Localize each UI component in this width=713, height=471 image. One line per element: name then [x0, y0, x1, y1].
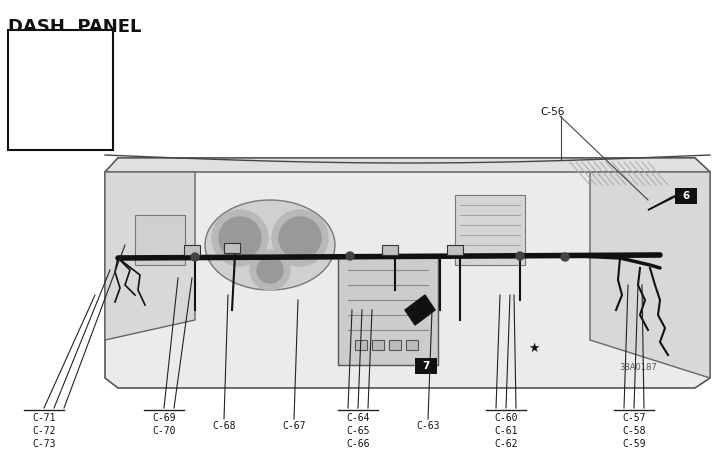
Text: C-64
C-65
C-66: C-64 C-65 C-66: [347, 413, 370, 448]
Bar: [455, 195, 525, 265]
Polygon shape: [405, 295, 435, 325]
Polygon shape: [648, 192, 685, 210]
Circle shape: [279, 217, 321, 259]
Text: C-71
C-72
C-73: C-71 C-72 C-73: [32, 413, 56, 448]
Text: C-69
C-70: C-69 C-70: [153, 413, 175, 436]
Ellipse shape: [205, 200, 335, 290]
Polygon shape: [105, 158, 710, 172]
Bar: [382, 245, 398, 255]
Text: C-56: C-56: [540, 107, 565, 117]
Text: C-63: C-63: [416, 421, 440, 431]
Text: 6: 6: [682, 191, 689, 201]
Bar: [406, 340, 418, 350]
Text: C-57
C-58
C-59: C-57 C-58 C-59: [622, 413, 646, 448]
Text: C-60
C-61
C-62: C-60 C-61 C-62: [494, 413, 518, 448]
Bar: [224, 243, 240, 253]
Circle shape: [257, 257, 283, 283]
Circle shape: [346, 252, 354, 260]
Circle shape: [191, 253, 199, 261]
Text: DASH  PANEL: DASH PANEL: [8, 18, 141, 36]
Text: Connector: Connector: [18, 48, 68, 58]
Text: 38A0187: 38A0187: [619, 363, 657, 372]
Polygon shape: [105, 158, 710, 388]
Bar: [338, 255, 438, 365]
Bar: [184, 245, 200, 255]
Text: -56
to
-73: -56 to -73: [62, 96, 82, 134]
Bar: [372, 340, 384, 350]
Circle shape: [219, 217, 261, 259]
Bar: [415, 358, 437, 374]
Circle shape: [516, 252, 524, 260]
Polygon shape: [590, 172, 710, 378]
Circle shape: [212, 210, 268, 266]
Text: 7: 7: [422, 361, 430, 371]
Bar: [675, 188, 697, 204]
Circle shape: [250, 250, 290, 290]
Bar: [135, 215, 185, 265]
Text: ★: ★: [528, 341, 540, 355]
Text: C: C: [14, 59, 56, 110]
Bar: [8, 30, 113, 150]
Bar: [389, 340, 401, 350]
Text: C-67: C-67: [282, 421, 306, 431]
Polygon shape: [105, 172, 195, 340]
Bar: [447, 245, 463, 255]
Circle shape: [561, 253, 569, 261]
Circle shape: [272, 210, 328, 266]
Text: symbol: symbol: [18, 64, 53, 74]
Text: C-68: C-68: [212, 421, 236, 431]
Bar: [355, 340, 367, 350]
